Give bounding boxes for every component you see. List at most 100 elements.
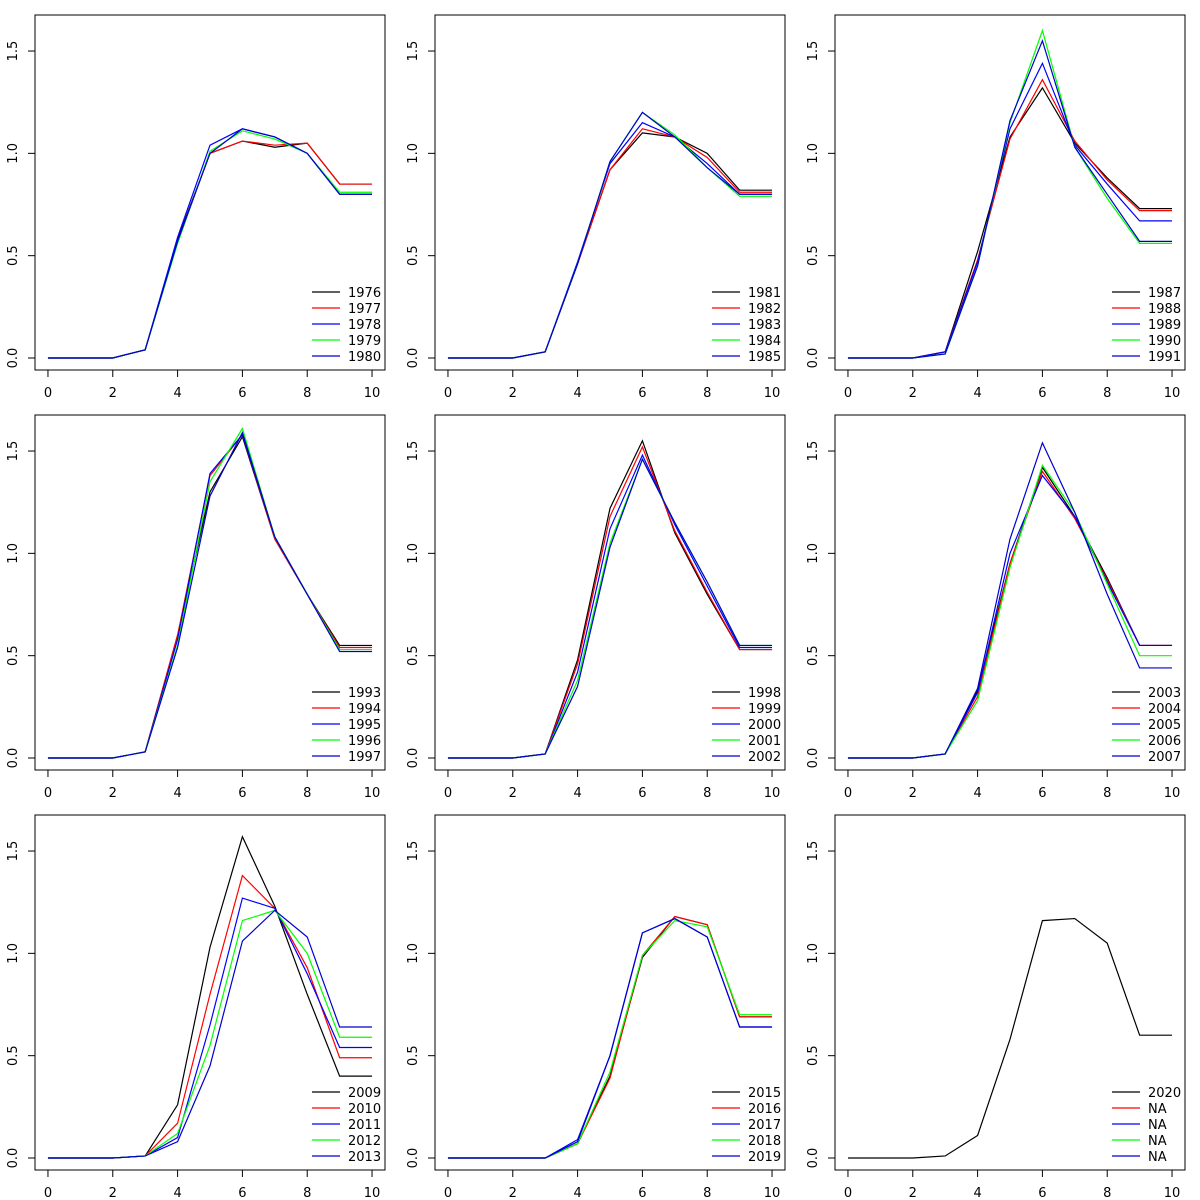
y-tick-label: 1.5 bbox=[806, 841, 821, 862]
x-tick-label: 0 bbox=[844, 1186, 852, 1200]
series-line bbox=[447, 915, 773, 1159]
legend-label: 1998 bbox=[748, 686, 781, 701]
legend-label: 2003 bbox=[1148, 686, 1181, 701]
y-tick-label: 0.5 bbox=[406, 245, 421, 266]
x-tick-label: 6 bbox=[238, 786, 246, 801]
legend-label: 1999 bbox=[748, 702, 781, 717]
x-tick-label: 6 bbox=[1038, 386, 1046, 401]
legend-label: 1977 bbox=[348, 302, 381, 317]
series-line bbox=[847, 38, 1173, 359]
series-line bbox=[447, 111, 773, 359]
legend-label: 1982 bbox=[748, 302, 781, 317]
y-tick-label: 1.0 bbox=[6, 943, 21, 964]
legend-label: 1989 bbox=[1148, 318, 1181, 333]
legend-label: 1980 bbox=[348, 350, 381, 365]
legend-label: 1988 bbox=[1148, 302, 1181, 317]
x-tick-label: 0 bbox=[844, 786, 852, 801]
x-tick-label: 10 bbox=[764, 786, 781, 801]
x-tick-label: 2 bbox=[109, 1186, 117, 1200]
x-tick-label: 2 bbox=[909, 1186, 917, 1200]
plot-frame bbox=[434, 814, 786, 1171]
plot-frame bbox=[434, 414, 786, 771]
series-line bbox=[47, 874, 373, 1159]
legend-label: 2013 bbox=[348, 1150, 381, 1165]
series-line bbox=[47, 128, 373, 359]
x-tick-label: 4 bbox=[973, 386, 981, 401]
legend-label: NA bbox=[1148, 1118, 1167, 1133]
x-tick-label: 8 bbox=[703, 386, 711, 401]
plot-frame bbox=[834, 814, 1186, 1171]
plot-frame bbox=[834, 14, 1186, 371]
legend-label: 2005 bbox=[1148, 718, 1181, 733]
series-line bbox=[447, 457, 773, 759]
y-tick-label: 0.5 bbox=[406, 645, 421, 666]
series-line bbox=[47, 909, 373, 1159]
y-tick-label: 1.0 bbox=[806, 143, 821, 164]
legend-label: 2011 bbox=[348, 1118, 381, 1133]
y-tick-label: 0.0 bbox=[806, 748, 821, 769]
legend-label: 1991 bbox=[1148, 350, 1181, 365]
legend-label: 2006 bbox=[1148, 734, 1181, 749]
series-line bbox=[847, 474, 1173, 759]
y-tick-label: 1.0 bbox=[6, 543, 21, 564]
x-tick-label: 4 bbox=[573, 786, 581, 801]
series-line bbox=[847, 28, 1173, 359]
x-tick-label: 2 bbox=[909, 786, 917, 801]
legend-label: 1976 bbox=[348, 286, 381, 301]
y-tick-label: 1.5 bbox=[406, 841, 421, 862]
legend-label: NA bbox=[1148, 1102, 1167, 1117]
plot-frame bbox=[34, 14, 386, 371]
y-tick-label: 1.0 bbox=[406, 143, 421, 164]
x-tick-label: 4 bbox=[573, 1186, 581, 1200]
legend-label: 2019 bbox=[748, 1150, 781, 1165]
x-tick-label: 10 bbox=[364, 786, 381, 801]
y-tick-label: 1.0 bbox=[806, 543, 821, 564]
series-line bbox=[447, 453, 773, 759]
legend-label: 2017 bbox=[748, 1118, 781, 1133]
x-tick-label: 10 bbox=[364, 1186, 381, 1200]
legend-label: 2010 bbox=[348, 1102, 381, 1117]
x-tick-label: 10 bbox=[764, 386, 781, 401]
x-tick-label: 8 bbox=[1103, 386, 1111, 401]
x-tick-label: 6 bbox=[638, 786, 646, 801]
y-tick-label: 1.5 bbox=[406, 41, 421, 62]
legend-label: 1997 bbox=[348, 750, 381, 765]
series-line bbox=[47, 435, 373, 759]
y-tick-label: 1.5 bbox=[806, 41, 821, 62]
x-tick-label: 2 bbox=[909, 386, 917, 401]
x-tick-label: 8 bbox=[303, 786, 311, 801]
y-tick-label: 0.0 bbox=[6, 348, 21, 369]
series-line bbox=[447, 917, 773, 1159]
series-line bbox=[47, 834, 373, 1159]
x-tick-label: 10 bbox=[1164, 386, 1181, 401]
y-tick-label: 1.5 bbox=[806, 441, 821, 462]
y-tick-label: 0.5 bbox=[6, 245, 21, 266]
x-tick-label: 0 bbox=[44, 786, 52, 801]
x-tick-label: 0 bbox=[444, 386, 452, 401]
x-tick-label: 6 bbox=[1038, 786, 1046, 801]
x-tick-label: 4 bbox=[973, 786, 981, 801]
plot-frame bbox=[34, 414, 386, 771]
x-tick-label: 0 bbox=[44, 1186, 52, 1200]
y-tick-label: 0.5 bbox=[806, 245, 821, 266]
x-tick-label: 4 bbox=[173, 1186, 181, 1200]
x-tick-label: 6 bbox=[638, 386, 646, 401]
series-line bbox=[447, 439, 773, 759]
x-tick-label: 2 bbox=[109, 386, 117, 401]
y-tick-label: 0.0 bbox=[806, 1148, 821, 1169]
legend-label: 2009 bbox=[348, 1086, 381, 1101]
x-tick-label: 8 bbox=[703, 786, 711, 801]
x-tick-label: 0 bbox=[444, 1186, 452, 1200]
x-tick-label: 2 bbox=[509, 786, 517, 801]
x-tick-label: 4 bbox=[173, 386, 181, 401]
x-tick-label: 8 bbox=[303, 386, 311, 401]
y-tick-label: 1.0 bbox=[406, 943, 421, 964]
y-tick-label: 1.0 bbox=[6, 143, 21, 164]
y-tick-label: 0.5 bbox=[406, 1045, 421, 1066]
